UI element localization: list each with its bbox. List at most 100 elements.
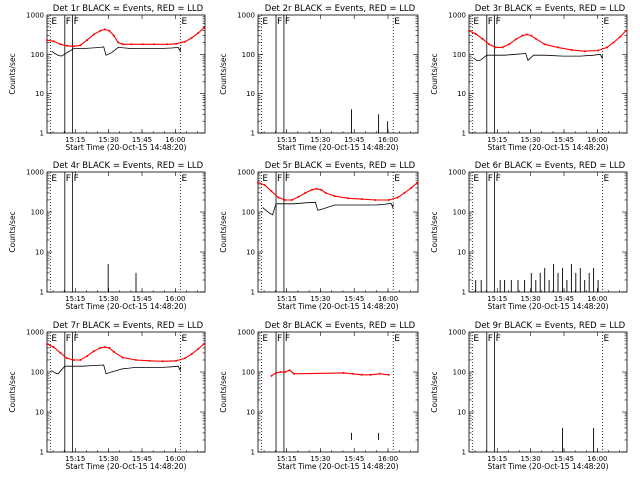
series-point: [333, 195, 336, 198]
series-line: [257, 181, 418, 201]
series-point: [257, 181, 259, 184]
series-point: [297, 195, 300, 198]
marker-label: E: [262, 17, 268, 27]
marker-label: E: [182, 174, 188, 184]
series-point: [52, 346, 55, 349]
series-point: [66, 357, 68, 360]
y-tick-label: 1: [462, 130, 466, 138]
y-tick-label: 10: [246, 409, 255, 417]
marker-label: F: [66, 334, 71, 344]
series-point: [525, 33, 528, 36]
series-point: [378, 372, 381, 375]
panel-title: Det 5r BLACK = Events, RED = LLD: [265, 161, 416, 171]
panel-4: Det 4r BLACK = Events, RED = LLD 1 10 100 10…: [8, 161, 206, 311]
series-point: [86, 355, 89, 358]
marker-label: E: [473, 334, 479, 344]
series-point: [468, 29, 470, 32]
series-point: [86, 39, 89, 42]
series-point: [270, 374, 273, 377]
series-point: [72, 45, 75, 48]
marker-label: E: [51, 334, 57, 344]
series-point: [403, 191, 406, 194]
series-point: [619, 35, 622, 38]
y-tick-label: 1000: [26, 169, 44, 177]
y-tick-label: 1: [40, 289, 44, 297]
y-tick-label: 100: [242, 51, 255, 59]
series-point: [284, 199, 286, 201]
series-point: [184, 357, 186, 360]
marker-label: F: [66, 174, 71, 184]
series-point: [474, 32, 477, 35]
marker-label: F: [496, 17, 501, 27]
series-point: [175, 42, 178, 45]
x-tick-label: 15:45: [344, 136, 364, 144]
series-point: [59, 351, 62, 354]
series-point: [534, 37, 537, 40]
x-tick-label: 15:30: [521, 295, 541, 303]
marker-label: F: [277, 17, 282, 27]
y-tick-label: 100: [453, 209, 466, 217]
panel-9: Det 9r BLACK = Events, RED = LLD 1 10 100 10…: [430, 321, 628, 471]
series-point: [52, 40, 55, 43]
series-point: [141, 43, 144, 46]
series-point: [501, 46, 504, 49]
marker-label: F: [488, 17, 493, 27]
series-point: [121, 356, 124, 359]
series-point: [324, 191, 327, 194]
series-point: [360, 198, 363, 201]
plot-frame: [46, 171, 206, 293]
series-point: [387, 199, 390, 201]
y-tick-label: 1000: [448, 329, 466, 337]
panel-title: Det 9r BLACK = Events, RED = LLD: [475, 321, 626, 331]
series-point: [112, 34, 115, 37]
x-tick-label: 16:00: [378, 136, 398, 144]
series-point: [66, 44, 68, 47]
series-point: [190, 37, 193, 39]
x-axis-label: Start Time (20-Oct-15 14:48:20): [487, 143, 608, 152]
y-axis-label: Counts/sec: [8, 211, 17, 252]
x-tick-label: 15:15: [487, 136, 507, 144]
series-point: [117, 41, 120, 44]
series-point: [92, 350, 95, 353]
x-tick-label: 16:00: [378, 455, 398, 463]
y-tick-label: 100: [453, 51, 466, 59]
marker-label: E: [262, 174, 268, 184]
panel-3: Det 3r BLACK = Events, RED = LLD 1 10 100 10…: [430, 4, 628, 152]
x-tick-label: 16:00: [587, 136, 607, 144]
y-tick-label: 1: [40, 130, 44, 138]
y-tick-label: 1: [251, 289, 255, 297]
x-tick-label: 15:15: [65, 455, 85, 463]
x-tick-label: 15:15: [277, 455, 297, 463]
panel-title: Det 3r BLACK = Events, RED = LLD: [475, 4, 626, 14]
y-tick-label: 10: [35, 249, 44, 257]
y-axis-label: Counts/sec: [219, 371, 228, 412]
x-tick-label: 16:00: [165, 295, 185, 303]
plot-frame: [257, 14, 419, 134]
marker-label: F: [496, 334, 501, 344]
x-tick-label: 15:15: [277, 295, 297, 303]
y-axis-label: Counts/sec: [430, 53, 439, 94]
series-point: [508, 43, 511, 46]
series-line: [46, 343, 205, 362]
marker-label: F: [488, 334, 493, 344]
series-point: [121, 43, 124, 46]
series-point: [284, 371, 286, 373]
series-point: [190, 353, 193, 356]
series-point: [360, 373, 363, 376]
series-point: [570, 48, 573, 51]
y-tick-label: 10: [457, 90, 466, 98]
plot-frame: [46, 331, 206, 453]
series-point: [374, 199, 377, 201]
series-point: [202, 26, 205, 29]
series-point: [270, 190, 273, 193]
x-axis-label: Start Time (20-Oct-15 14:48:20): [65, 143, 186, 152]
x-tick-label: 15:15: [487, 295, 507, 303]
marker-label: F: [285, 174, 290, 184]
series-point: [311, 188, 314, 191]
x-tick-label: 15:30: [99, 136, 119, 144]
series-point: [624, 29, 627, 32]
series-point: [46, 343, 48, 345]
series-point: [148, 359, 151, 362]
plot-frame: [468, 331, 628, 453]
series-point: [415, 182, 418, 184]
